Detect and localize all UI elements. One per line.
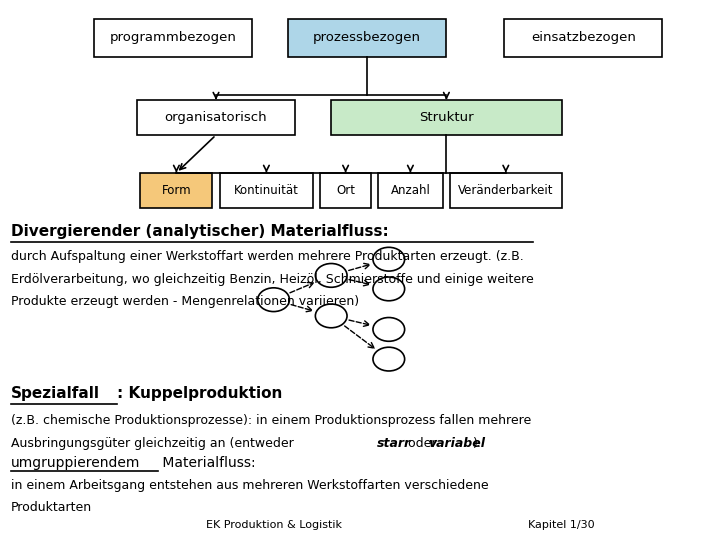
Text: (z.B. chemische Produktionsprozesse): in einem Produktionsprozess fallen mehrere: (z.B. chemische Produktionsprozesse): in…: [11, 414, 531, 427]
Text: einsatzbezogen: einsatzbezogen: [531, 31, 636, 44]
FancyBboxPatch shape: [220, 173, 313, 208]
Text: prozessbezogen: prozessbezogen: [313, 31, 421, 44]
Text: EK Produktion & Logistik: EK Produktion & Logistik: [206, 520, 341, 530]
Text: Struktur: Struktur: [419, 111, 474, 124]
FancyBboxPatch shape: [288, 19, 446, 57]
Text: variabel: variabel: [428, 437, 485, 450]
FancyBboxPatch shape: [140, 173, 212, 208]
Text: organisatorisch: organisatorisch: [165, 111, 267, 124]
Text: oder: oder: [404, 437, 441, 450]
Text: Produktarten: Produktarten: [11, 501, 92, 514]
FancyBboxPatch shape: [450, 173, 562, 208]
Text: Anzahl: Anzahl: [390, 184, 431, 197]
FancyBboxPatch shape: [331, 100, 562, 135]
Text: umgruppierendem: umgruppierendem: [11, 456, 140, 470]
Text: Veränderbarkeit: Veränderbarkeit: [458, 184, 554, 197]
FancyBboxPatch shape: [320, 173, 371, 208]
FancyBboxPatch shape: [137, 100, 295, 135]
Text: Kontinuität: Kontinuität: [234, 184, 299, 197]
Text: durch Aufspaltung einer Werkstoffart werden mehrere Produktarten erzeugt. (z.B.: durch Aufspaltung einer Werkstoffart wer…: [11, 250, 523, 263]
Text: Form: Form: [161, 184, 192, 197]
Text: Ausbringungsgüter gleichzeitig an (entweder: Ausbringungsgüter gleichzeitig an (entwe…: [11, 437, 297, 450]
FancyBboxPatch shape: [378, 173, 443, 208]
Text: Kapitel 1/30: Kapitel 1/30: [528, 520, 595, 530]
Text: Erdölverarbeitung, wo gleichzeitig Benzin, Heizöl, Schmierstoffe und einige weit: Erdölverarbeitung, wo gleichzeitig Benzi…: [11, 273, 534, 286]
Text: starr: starr: [377, 437, 410, 450]
Text: Ort: Ort: [336, 184, 355, 197]
Text: Divergierender (analytischer) Materialfluss:: Divergierender (analytischer) Materialfl…: [11, 224, 389, 239]
Text: Produkte erzeugt werden - Mengenrelationen variieren): Produkte erzeugt werden - Mengenrelation…: [11, 295, 359, 308]
Text: : Kuppelproduktion: : Kuppelproduktion: [117, 386, 283, 401]
FancyBboxPatch shape: [94, 19, 252, 57]
Text: Spezialfall: Spezialfall: [11, 386, 100, 401]
Text: ).: ).: [473, 437, 482, 450]
Text: programmbezogen: programmbezogen: [109, 31, 236, 44]
FancyBboxPatch shape: [504, 19, 662, 57]
Text: Materialfluss:: Materialfluss:: [158, 456, 256, 470]
Text: in einem Arbeitsgang entstehen aus mehreren Werkstoffarten verschiedene: in einem Arbeitsgang entstehen aus mehre…: [11, 479, 488, 492]
